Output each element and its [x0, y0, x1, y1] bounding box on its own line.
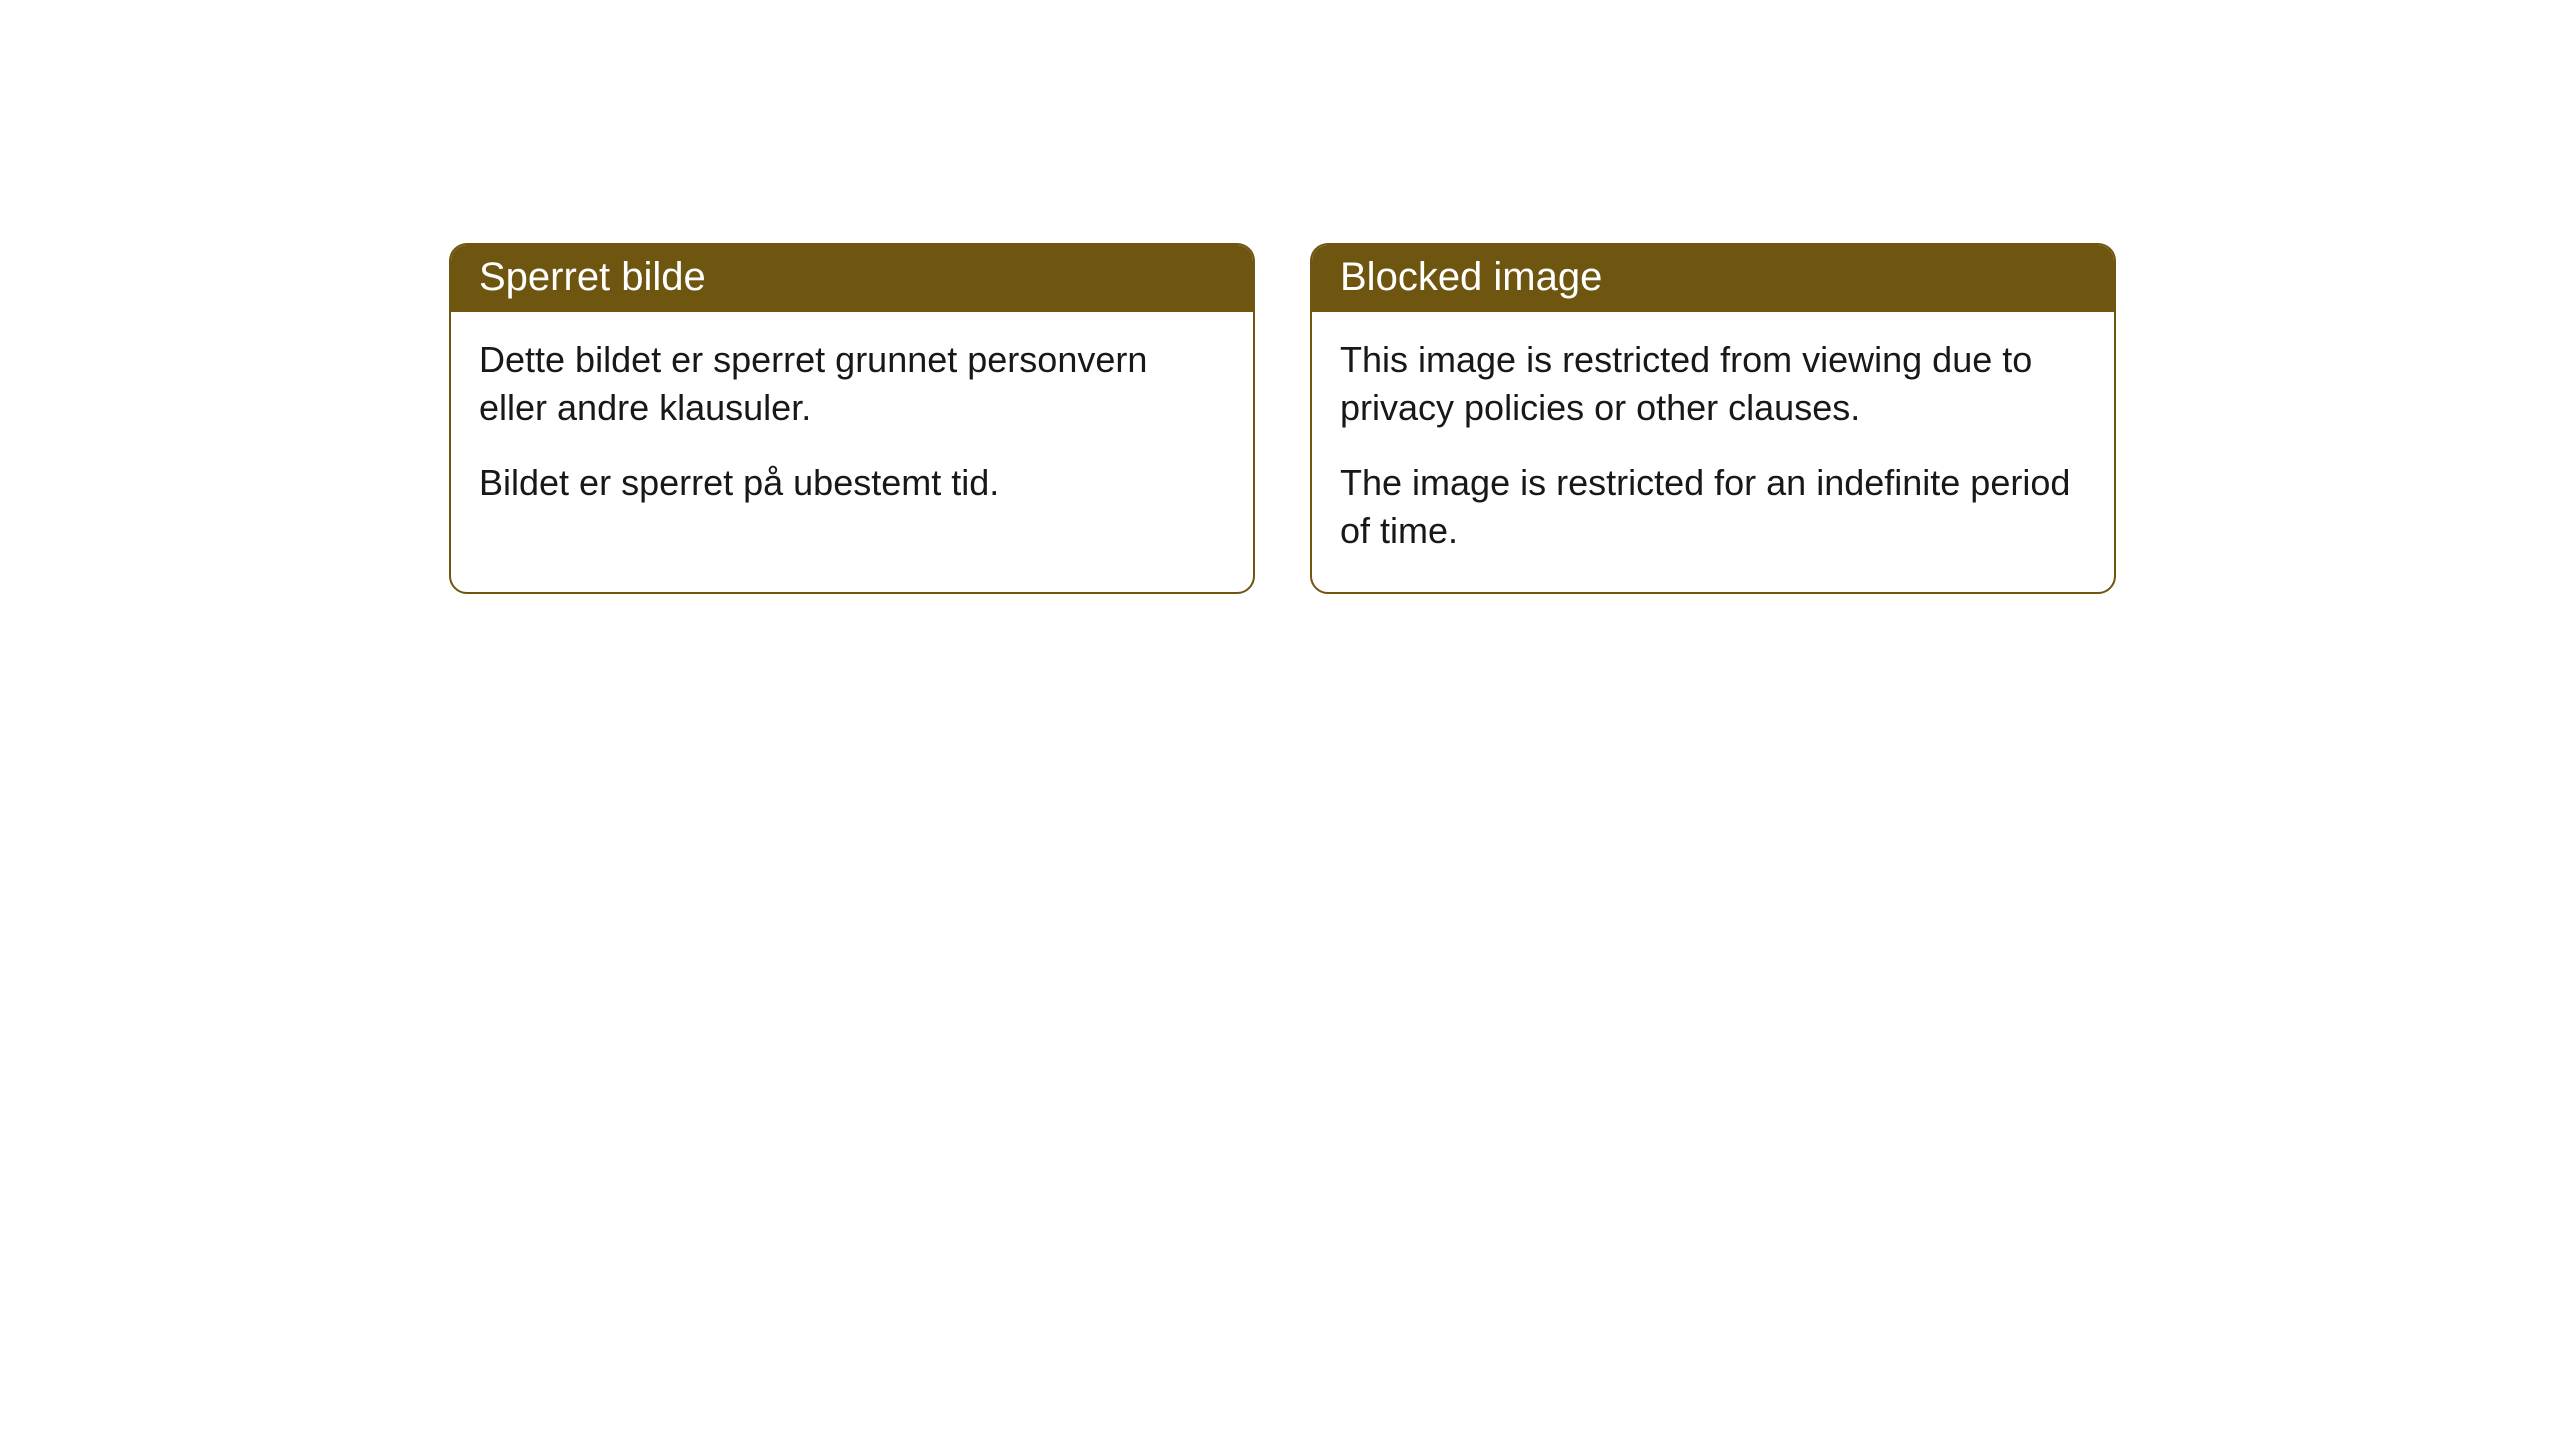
- notice-text-p2: Bildet er sperret på ubestemt tid.: [479, 459, 1225, 507]
- notice-title: Blocked image: [1340, 255, 1602, 299]
- notice-card-english: Blocked image This image is restricted f…: [1310, 243, 2116, 594]
- notice-title: Sperret bilde: [479, 255, 706, 299]
- notice-card-body: Dette bildet er sperret grunnet personve…: [451, 312, 1253, 545]
- notice-card-header: Sperret bilde: [451, 245, 1253, 312]
- notice-card-body: This image is restricted from viewing du…: [1312, 312, 2114, 592]
- notice-card-norwegian: Sperret bilde Dette bildet er sperret gr…: [449, 243, 1255, 594]
- notice-text-p1: This image is restricted from viewing du…: [1340, 336, 2086, 431]
- notice-text-p1: Dette bildet er sperret grunnet personve…: [479, 336, 1225, 431]
- notice-container: Sperret bilde Dette bildet er sperret gr…: [449, 243, 2116, 594]
- notice-text-p2: The image is restricted for an indefinit…: [1340, 459, 2086, 554]
- notice-card-header: Blocked image: [1312, 245, 2114, 312]
